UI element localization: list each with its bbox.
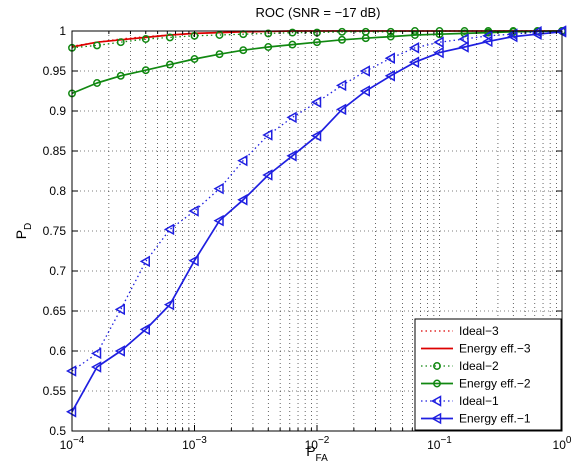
legend: Ideal−3 Energy eff.−3 Ideal−2 Energy eff.−2… [414, 318, 562, 431]
data-point [163, 223, 175, 236]
data-point [213, 214, 224, 227]
data-point [116, 71, 125, 80]
legend-entry-label: Ideal−1 [459, 394, 499, 408]
legend-entry-label: Energy eff.−2 [459, 377, 531, 391]
data-point [361, 34, 370, 43]
data-point [139, 255, 151, 268]
data-point [335, 79, 347, 92]
y-tick-label: 0.5 [49, 424, 66, 438]
data-point [239, 46, 248, 55]
y-tick-label: 0.85 [43, 144, 67, 158]
data-point [93, 79, 101, 87]
axis-ticks: 0.5 0.55 0.6 0.65 0.7 0.75 0.8 0.85 0.9 0.95 1 10−4… [43, 24, 572, 452]
data-point [335, 103, 347, 116]
data-point [165, 33, 174, 42]
data-point [507, 30, 518, 43]
y-tick-label: 0.55 [43, 384, 67, 398]
data-point [237, 154, 248, 167]
y-tick-label: 0.95 [43, 64, 67, 78]
legend-entry-label: Energy eff.−1 [459, 412, 531, 426]
legend-box [414, 318, 562, 431]
data-point [215, 50, 224, 59]
data-point [288, 40, 297, 49]
data-point [141, 66, 150, 75]
legend-entry-label: Ideal−2 [459, 359, 499, 373]
data-point [288, 28, 297, 37]
data-point [188, 254, 199, 267]
series-line [71, 30, 562, 49]
data-point [531, 28, 542, 40]
y-tick-label: 0.65 [43, 304, 67, 318]
data-point [482, 35, 493, 48]
y-tick-label: 1 [59, 24, 66, 38]
legend-swatch-marker [430, 412, 442, 425]
y-tick-label: 0.75 [43, 224, 67, 238]
legend-swatch-marker [433, 379, 441, 388]
axis-labels: PFA PD [13, 223, 328, 464]
data-point [264, 43, 273, 51]
data-point [286, 111, 297, 124]
y-tick-label: 0.6 [49, 344, 66, 358]
data-point [188, 205, 199, 217]
legend-swatch-marker [430, 395, 442, 407]
data-point [359, 85, 370, 97]
series-line [71, 30, 563, 95]
data-point [213, 182, 224, 195]
data-point [408, 42, 420, 54]
series-line [71, 30, 563, 372]
legend-entry-label: Ideal−3 [459, 324, 499, 338]
data-point [190, 55, 199, 63]
data-point [139, 323, 151, 336]
data-point [384, 52, 396, 64]
data-point [458, 33, 469, 45]
y-tick-label: 0.8 [49, 184, 66, 198]
data-point [90, 347, 102, 360]
legend-swatch-marker [433, 362, 441, 370]
series-line [71, 30, 563, 413]
y-tick-label: 0.9 [49, 104, 66, 118]
data-point [482, 30, 493, 42]
data-point [215, 31, 224, 39]
data-point [359, 65, 370, 77]
data-point [384, 70, 396, 82]
y-axis-label: PD [13, 223, 34, 240]
grid [72, 31, 562, 431]
data-point [165, 60, 174, 69]
data-point [114, 303, 125, 316]
data-point [93, 41, 101, 50]
data-point [141, 35, 150, 43]
x-axis-label: PFA [306, 443, 328, 464]
data-point [313, 38, 321, 47]
data-point [338, 27, 346, 36]
data-point [310, 96, 322, 108]
data-point [433, 36, 444, 48]
data-point [163, 298, 175, 311]
x-tick-label: 10−4 [60, 435, 85, 452]
data-point [114, 345, 125, 357]
data-point [408, 56, 420, 68]
data-point [338, 35, 346, 44]
x-tick-label: 100 [553, 435, 572, 452]
data-point [310, 130, 322, 142]
data-point [386, 27, 395, 36]
data-point [90, 361, 102, 373]
data-point [237, 194, 248, 206]
data-point [262, 129, 273, 141]
legend-entry-label: Energy eff.−3 [459, 342, 531, 356]
data-point [262, 169, 273, 181]
data-point [458, 41, 469, 53]
chart-title: ROC (SNR = −17 dB) [256, 5, 381, 20]
data-point [264, 29, 273, 38]
data-point [433, 46, 444, 59]
y-tick-label: 0.7 [49, 264, 66, 278]
x-tick-label: 10−3 [182, 435, 207, 452]
series-6 [65, 26, 567, 418]
x-tick-label: 10−1 [427, 435, 452, 452]
x-tick-label: 10−2 [305, 435, 330, 452]
data-point [116, 38, 125, 47]
data-point [286, 150, 297, 162]
data-point [410, 31, 419, 39]
